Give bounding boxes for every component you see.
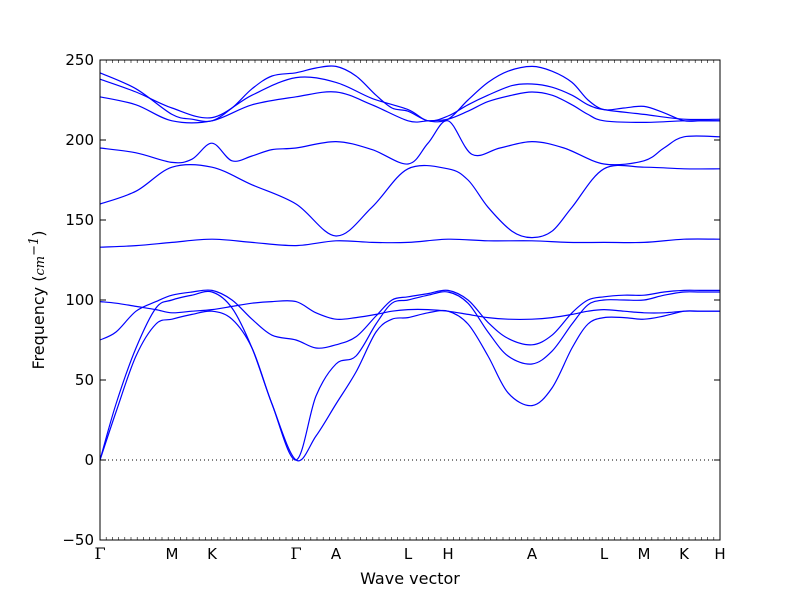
y-axis-label-close: ) [29,230,48,236]
x-tick-label-7: H [442,545,453,563]
band-line-5 [99,238,721,248]
y-tick-label: 100 [65,291,94,309]
y-tick-label: 0 [84,451,94,469]
band-line-2 [99,290,720,461]
x-tick-label-1: Γ [94,544,105,563]
band-line-10 [99,65,720,123]
x-tick-label-5: A [331,545,342,563]
x-axis-label: Wave vector [360,569,460,588]
x-tick-label-6: L [404,545,413,563]
band-line-8 [99,91,721,124]
band-line-6 [99,164,721,239]
y-tick-label: 250 [65,51,94,69]
x-tick-label-9: L [600,545,609,563]
x-tick-label-4: Γ [290,544,301,563]
x-tick-label-8: A [527,545,538,563]
y-tick-label: 50 [75,371,94,389]
band-line-7 [99,120,721,166]
x-tick-label-2: M [166,545,179,563]
x-tick-label-10: M [638,545,651,563]
band-series [99,65,721,462]
band-line-1 [99,309,720,462]
band-line-3 [99,289,720,349]
y-tick-label: 150 [65,211,94,229]
y-tick-label: 200 [65,131,94,149]
y-axis-label: Frequency (cm−1) [27,230,48,369]
x-tick-label-11: K [679,545,690,563]
y-axis-ticks: −50 0 50 100 150 200 250 [62,51,720,549]
y-tick-label: −50 [62,531,94,549]
x-tick-label-12: H [714,545,725,563]
svg-text:Frequency (cm−1): Frequency (cm−1) [27,230,48,369]
y-axis-unit-exponent: −1 [27,237,42,256]
x-tick-label-3: K [207,545,218,563]
y-axis-unit: cm [33,256,48,276]
band-line-4 [99,300,720,321]
y-axis-label-text: Frequency ( [29,276,48,370]
